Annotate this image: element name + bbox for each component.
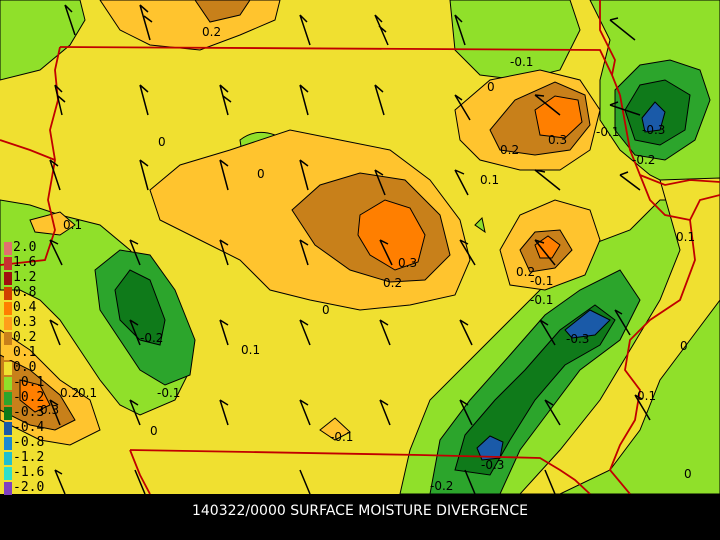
state-boundaries (0, 0, 720, 494)
legend-swatch (4, 242, 12, 255)
contour-label: 0 (158, 135, 166, 149)
legend-label: 0.0 (13, 360, 37, 375)
color-legend: 2.0 1.6 1.2 0.8 0.4 0.3 0.2 0.1 0.0 -0.1 -0.2 -0.3-… (0, 240, 60, 500)
contour-label: 0 (684, 467, 692, 481)
legend-entry: 0.4 (0, 300, 60, 315)
legend-label: 1.6 (13, 255, 37, 270)
legend-label: 0.2 (13, 330, 37, 345)
contour-label: 0.1 (480, 173, 499, 187)
contour-label: 0.3 (548, 133, 567, 147)
legend-entry: 0.0 (0, 360, 60, 375)
contour-label: 0 (150, 424, 158, 438)
legend-entry: -1.2 (0, 450, 60, 465)
contour-label: 0 (257, 167, 265, 181)
moisture-divergence-map: 0.2 -0.1 0 0 0.3 -0.1 -0.3 0.2 0 0.1 -0.… (0, 0, 720, 494)
legend-entry: -0.2 (0, 390, 60, 405)
legend-swatch (4, 347, 12, 360)
legend-swatch (4, 407, 12, 420)
contour-label: -0.2 (430, 479, 453, 493)
legend-label: -1.2 (13, 450, 45, 465)
legend-entry: -0.4 (0, 420, 60, 435)
contour-label: -0.1 (157, 386, 180, 400)
legend-label: 0.4 (13, 300, 37, 315)
contour-label: 0.1 (637, 389, 656, 403)
contour-label: -0.1 (530, 293, 553, 307)
legend-swatch (4, 437, 12, 450)
legend-swatch (4, 302, 12, 315)
contour-label: 0 (680, 339, 688, 353)
legend-swatch (4, 467, 12, 480)
legend-entry: 0.3 (0, 315, 60, 330)
legend-label: -0.1 (13, 375, 45, 390)
contour-label: -0.3 (566, 332, 589, 346)
contour-label: -0.1 (510, 55, 533, 69)
legend-entry: 0.1 (0, 345, 60, 360)
contour-label: 0.1 (63, 218, 82, 232)
legend-label: -2.0 (13, 480, 45, 495)
contour-fill-neg04 (476, 101, 666, 461)
contour-label: -0.3 (481, 458, 504, 472)
legend-label: -0.3 (13, 405, 45, 420)
legend-entry: 0.2 (0, 330, 60, 345)
legend-swatch (4, 392, 12, 405)
legend-entry: -0.8 (0, 435, 60, 450)
contour-label: -0.1 (530, 274, 553, 288)
legend-swatch (4, 377, 12, 390)
legend-label: -0.4 (13, 420, 45, 435)
legend-swatch (4, 272, 12, 285)
map-caption: 140322/0000 SURFACE MOISTURE DIVERGENCE (191, 503, 529, 519)
contour-label: -0.2 (632, 153, 655, 167)
contour-label: 0 (322, 303, 330, 317)
contour-fill-pos03 (19, 95, 583, 413)
contour-label: -0.1 (596, 125, 619, 139)
contour-labels: 0.2 -0.1 0 0 0.3 -0.1 -0.3 0.2 0 0.1 -0.… (40, 25, 695, 493)
contour-label: -0.3 (642, 123, 665, 137)
legend-swatch (4, 452, 12, 465)
contour-label: 0 (487, 80, 495, 94)
legend-entry: 1.2 (0, 270, 60, 285)
contour-label: 0.2 (383, 276, 402, 290)
contour-fill-neg03 (114, 79, 691, 476)
legend-swatch (4, 482, 12, 495)
legend-swatch (4, 362, 12, 375)
legend-entry: -0.1 (0, 375, 60, 390)
contour-label: 0.2 (516, 265, 535, 279)
legend-label: -0.8 (13, 435, 45, 450)
legend-entry: 2.0 (0, 240, 60, 255)
legend-label: 2.0 (13, 240, 37, 255)
legend-swatch (4, 422, 12, 435)
legend-entry: -0.3 (0, 405, 60, 420)
contour-label: 0.3 (40, 403, 59, 417)
legend-swatch (4, 332, 12, 345)
legend-label: -1.6 (13, 465, 45, 480)
contour-label: -0.1 (330, 430, 353, 444)
contour-label: -0.2 (140, 331, 163, 345)
contour-label: 0.3 (398, 256, 417, 270)
contour-label: 0.1 (241, 343, 260, 357)
legend-label: -0.2 (13, 390, 45, 405)
legend-label: 0.1 (13, 345, 37, 360)
contour-label: 0.1 (78, 386, 97, 400)
legend-label: 0.3 (13, 315, 37, 330)
legend-entry: -2.0 (0, 480, 60, 495)
legend-swatch (4, 287, 12, 300)
contour-label: 0.1 (676, 230, 695, 244)
wind-barbs (49, 4, 651, 494)
contour-label: 0.2 (500, 143, 519, 157)
legend-label: 1.2 (13, 270, 37, 285)
contour-label: 0.2 (60, 386, 79, 400)
legend-label: 0.8 (13, 285, 37, 300)
legend-entry: 0.8 (0, 285, 60, 300)
legend-swatch (4, 257, 12, 270)
legend-entry: 1.6 (0, 255, 60, 270)
contour-label: 0.2 (202, 25, 221, 39)
legend-swatch (4, 317, 12, 330)
legend-entry: -1.6 (0, 465, 60, 480)
